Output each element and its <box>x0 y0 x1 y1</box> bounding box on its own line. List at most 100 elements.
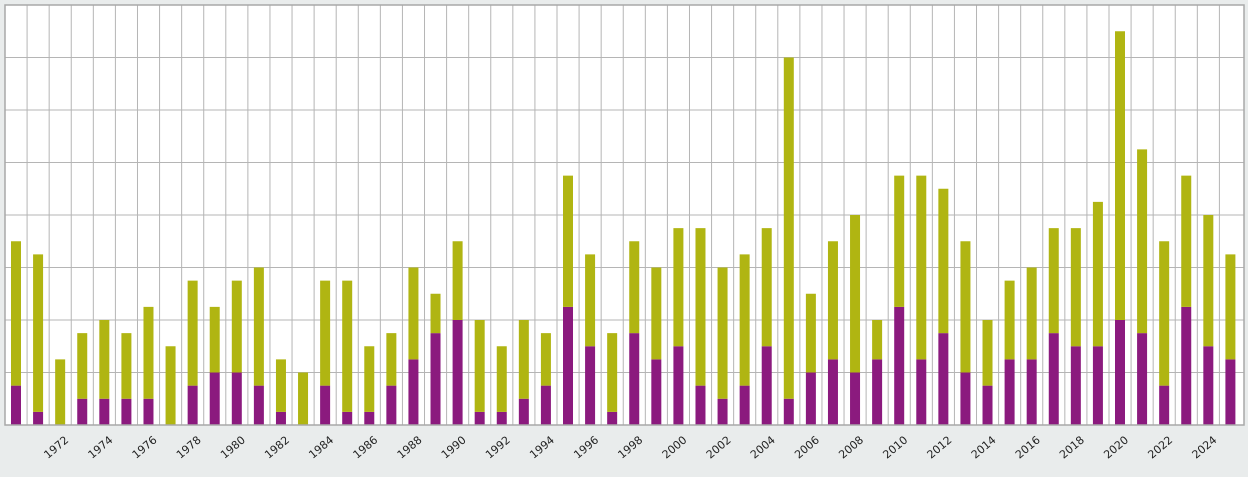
bar-segment-series-2-2019 <box>1092 201 1103 347</box>
bar-segment-series-2-1984 <box>320 280 331 386</box>
bar-segment-series-2-2009 <box>872 320 883 360</box>
bar-segment-series-2-1985 <box>342 280 353 412</box>
bar-segment-series-1-1999 <box>651 359 662 426</box>
bar-segment-series-2-2006 <box>805 293 816 373</box>
bar-segment-series-2-2016 <box>1026 267 1037 360</box>
x-tick-label-2002: 2002 <box>704 433 734 461</box>
x-tick-label-1990: 1990 <box>439 433 469 461</box>
bar-segment-series-1-2003 <box>739 385 750 426</box>
bar-segment-series-2-2012 <box>938 188 949 334</box>
bar-segment-series-2-2005 <box>783 57 794 399</box>
bar-segment-series-2-1986 <box>364 346 375 412</box>
x-tick-label-2012: 2012 <box>925 433 955 461</box>
bar-segment-series-2-1980 <box>231 280 242 373</box>
x-tick-label-2000: 2000 <box>660 433 690 461</box>
bar-segment-series-1-1989 <box>430 333 441 426</box>
bar-segment-series-1-2010 <box>894 306 905 426</box>
x-tick-label-2022: 2022 <box>1145 433 1175 461</box>
x-tick-label-1998: 1998 <box>616 433 646 461</box>
bar-segment-series-2-2025 <box>1225 254 1236 360</box>
x-tick-label-1980: 1980 <box>218 433 248 461</box>
bar-segment-series-2-1976 <box>143 306 154 399</box>
bar-segment-series-1-1986 <box>364 411 375 426</box>
grid-lines <box>5 5 1244 425</box>
bar-segment-series-2-2022 <box>1159 241 1170 386</box>
bar-segment-series-2-2004 <box>761 228 772 347</box>
bar-segment-series-1-1971 <box>33 411 44 426</box>
x-tick-label-2024: 2024 <box>1190 433 1220 461</box>
bar-segment-series-2-1978 <box>187 280 198 386</box>
bar-segment-series-2-2007 <box>827 241 838 360</box>
bar-segment-series-1-1981 <box>253 385 264 426</box>
bar-segment-series-1-1979 <box>209 372 220 425</box>
bar-segment-series-2-1981 <box>253 267 264 386</box>
bar-segment-series-1-2006 <box>805 372 816 425</box>
bar-segment-series-1-2004 <box>761 346 772 425</box>
x-tick-label-2004: 2004 <box>748 433 778 461</box>
bar-segment-series-2-2013 <box>960 241 971 373</box>
bar-segment-series-2-1979 <box>209 306 220 373</box>
x-tick-label-1976: 1976 <box>130 433 160 461</box>
bar-segment-series-1-1992 <box>496 411 507 426</box>
bars <box>11 31 1236 426</box>
bar-segment-series-2-1972 <box>55 359 66 426</box>
bar-segment-series-2-1977 <box>165 346 176 425</box>
x-tick-labels: 1972 1974 1976 1978 1980 1982 1984 1986 1988 1990… <box>41 433 1219 461</box>
bar-segment-series-1-2022 <box>1159 385 1170 426</box>
bar-segment-series-2-1997 <box>607 333 618 412</box>
x-tick-label-2014: 2014 <box>969 433 999 461</box>
bar-segment-series-1-1984 <box>320 385 331 426</box>
bar-segment-series-2-2003 <box>739 254 750 386</box>
bar-segment-series-2-1995 <box>563 175 573 307</box>
bar-segment-series-2-1993 <box>518 320 529 399</box>
bar-segment-series-1-1985 <box>342 411 353 426</box>
bar-segment-series-2-1983 <box>298 372 309 425</box>
bar-segment-series-1-1995 <box>563 306 573 426</box>
bar-segment-series-2-1973 <box>77 333 88 399</box>
bar-segment-series-1-2016 <box>1026 359 1037 426</box>
x-tick-label-1978: 1978 <box>174 433 204 461</box>
bar-segment-series-2-2020 <box>1115 31 1125 320</box>
bar-segment-series-2-1989 <box>430 293 441 334</box>
x-tick-label-2018: 2018 <box>1057 433 1087 461</box>
x-tick-label-2010: 2010 <box>880 433 910 461</box>
x-tick-label-1972: 1972 <box>41 433 71 461</box>
bar-segment-series-2-1991 <box>474 320 485 412</box>
bar-segment-series-1-1976 <box>143 398 154 425</box>
bar-segment-series-1-1990 <box>452 320 463 425</box>
bar-segment-series-1-2002 <box>717 398 728 425</box>
bar-segment-series-1-2021 <box>1137 333 1148 426</box>
bar-segment-series-2-2001 <box>695 228 706 386</box>
bar-segment-series-2-2015 <box>1004 280 1015 360</box>
x-tick-label-2008: 2008 <box>836 433 866 461</box>
bar-segment-series-1-2009 <box>872 359 883 426</box>
bar-segment-series-1-2025 <box>1225 359 1236 426</box>
x-tick-label-1984: 1984 <box>306 433 336 461</box>
bar-segment-series-1-1975 <box>121 398 132 425</box>
bar-segment-series-2-1970 <box>11 241 21 386</box>
bar-segment-series-2-2024 <box>1203 215 1214 347</box>
bar-segment-series-1-2007 <box>827 359 838 426</box>
bar-segment-series-2-2018 <box>1070 228 1081 347</box>
bar-segment-series-2-1998 <box>629 241 640 334</box>
bar-segment-series-1-1988 <box>408 359 419 426</box>
bar-segment-series-1-1978 <box>187 385 198 426</box>
x-tick-label-1988: 1988 <box>395 433 425 461</box>
bar-segment-series-1-2013 <box>960 372 971 425</box>
x-tick-label-1986: 1986 <box>351 433 381 461</box>
x-tick-label-2006: 2006 <box>792 433 822 461</box>
bar-segment-series-2-1987 <box>386 333 397 386</box>
bar-segment-series-1-2017 <box>1048 333 1059 426</box>
bar-segment-series-2-1971 <box>33 254 44 412</box>
x-tick-label-1974: 1974 <box>86 433 116 461</box>
bar-segment-series-1-2020 <box>1115 320 1125 425</box>
bar-segment-series-1-2005 <box>783 398 794 425</box>
bar-segment-series-2-1975 <box>121 333 132 399</box>
bar-segment-series-1-2015 <box>1004 359 1015 426</box>
x-tick-label-1992: 1992 <box>483 433 513 461</box>
bar-segment-series-1-1973 <box>77 398 88 425</box>
bar-segment-series-1-1997 <box>607 411 618 426</box>
bar-segment-series-1-2023 <box>1181 306 1192 426</box>
bar-segment-series-2-2021 <box>1137 149 1148 334</box>
